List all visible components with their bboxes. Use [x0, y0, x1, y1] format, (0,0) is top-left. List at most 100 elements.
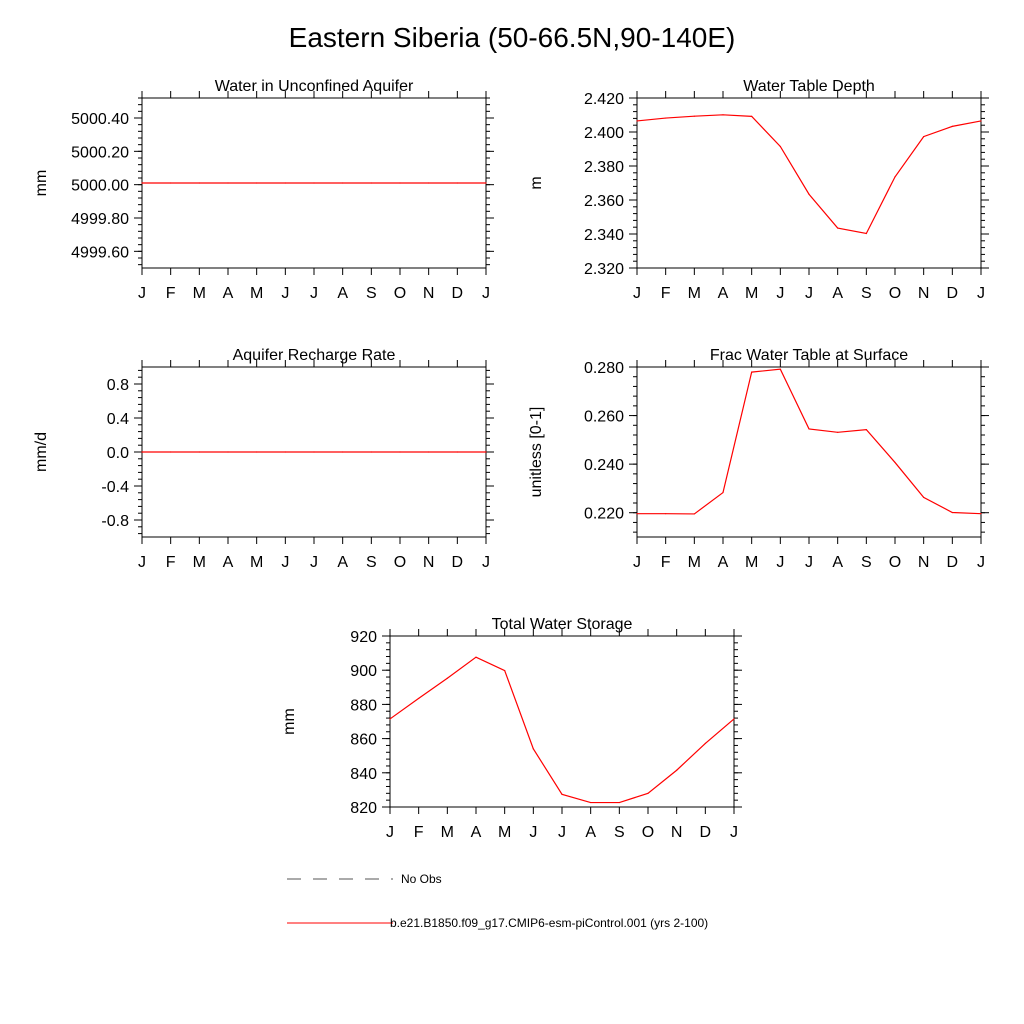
legend: No Obs b.e21.B1850.f09_g17.CMIP6-esm-piC…	[287, 872, 708, 930]
plot-frame	[636, 366, 982, 538]
x-tick-label: D	[452, 554, 464, 571]
x-tick-label: S	[366, 285, 377, 302]
x-tick-label: F	[661, 285, 671, 302]
x-tick-label: A	[718, 285, 729, 302]
x-tick-label: N	[918, 554, 930, 571]
legend-model-label: b.e21.B1850.f09_g17.CMIP6-esm-piControl.…	[390, 916, 708, 930]
y-tick-label: 5000.20	[71, 144, 129, 161]
x-tick-label: N	[423, 554, 435, 571]
x-tick-label: A	[471, 824, 482, 841]
x-tick-label: N	[918, 285, 930, 302]
data-point	[751, 115, 753, 117]
chart-title: Water Table Depth	[743, 78, 875, 95]
series-line-model	[389, 656, 735, 804]
data-point	[808, 193, 810, 195]
x-tick-label: J	[310, 285, 318, 302]
data-point	[676, 769, 678, 771]
data-point	[227, 451, 229, 453]
data-point	[647, 792, 649, 794]
chart-title: Total Water Storage	[492, 616, 633, 633]
x-tick-label: A	[337, 554, 348, 571]
data-point	[141, 451, 143, 453]
y-tick-label: 0.280	[584, 360, 624, 377]
data-point	[284, 182, 286, 184]
y-tick-label: 2.320	[584, 261, 624, 278]
x-tick-label: J	[386, 824, 394, 841]
y-tick-label: 2.340	[584, 227, 624, 244]
data-point	[198, 182, 200, 184]
data-point	[837, 431, 839, 433]
data-point	[561, 793, 563, 795]
x-tick-label: O	[642, 824, 654, 841]
data-point	[665, 513, 667, 515]
y-axis-label: m	[528, 176, 545, 189]
x-tick-label: A	[223, 554, 234, 571]
x-tick-label: J	[138, 285, 146, 302]
y-tick-label: 840	[350, 766, 377, 783]
data-point	[636, 513, 638, 515]
x-tick-label: J	[776, 554, 784, 571]
y-axis-label: mm	[281, 708, 298, 735]
data-point	[170, 451, 172, 453]
data-point	[693, 115, 695, 117]
x-tick-label: M	[498, 824, 511, 841]
data-point	[808, 428, 810, 430]
series-line-model	[637, 368, 982, 515]
data-point	[170, 182, 172, 184]
data-point	[618, 801, 620, 804]
x-tick-label: F	[166, 285, 176, 302]
data-point	[951, 511, 953, 514]
data-point	[980, 513, 982, 515]
x-tick-label: J	[805, 285, 813, 302]
data-point	[389, 718, 391, 720]
y-tick-label: 860	[350, 732, 377, 749]
x-tick-label: O	[394, 285, 406, 302]
x-tick-label: J	[281, 554, 289, 571]
data-point	[342, 451, 344, 453]
y-tick-label: 4999.60	[71, 244, 129, 261]
data-point	[456, 451, 458, 453]
x-tick-label: F	[166, 554, 176, 571]
data-point	[485, 182, 487, 184]
y-axis-label: unitless [0-1]	[528, 407, 545, 498]
x-tick-label: D	[947, 554, 959, 571]
data-point	[256, 451, 258, 453]
y-tick-label: 0.8	[107, 377, 129, 394]
data-point	[418, 697, 420, 700]
data-point	[198, 451, 200, 453]
data-point	[370, 451, 372, 453]
x-tick-label: M	[193, 285, 206, 302]
x-tick-label: A	[223, 285, 234, 302]
x-tick-label: F	[661, 554, 671, 571]
x-tick-label: M	[688, 285, 701, 302]
figure-title: Eastern Siberia (50-66.5N,90-140E)	[288, 22, 736, 53]
x-tick-label: M	[745, 285, 758, 302]
x-tick-label: J	[310, 554, 318, 571]
x-tick-label: O	[889, 554, 901, 571]
x-tick-label: A	[718, 554, 729, 571]
y-tick-label: 880	[350, 697, 377, 714]
data-point	[446, 677, 448, 679]
data-point	[532, 748, 534, 750]
x-tick-label: J	[805, 554, 813, 571]
x-tick-label: J	[482, 554, 490, 571]
data-point	[313, 451, 315, 453]
x-tick-label: J	[529, 824, 537, 841]
data-point	[399, 182, 401, 184]
data-point	[980, 120, 982, 122]
data-point	[865, 429, 867, 431]
data-point	[951, 125, 953, 127]
data-point	[894, 176, 896, 178]
x-tick-label: S	[614, 824, 625, 841]
data-point	[704, 742, 706, 744]
data-point	[256, 182, 258, 184]
x-tick-label: J	[977, 554, 985, 571]
x-tick-label: M	[688, 554, 701, 571]
data-point	[141, 182, 143, 184]
data-point	[722, 491, 724, 494]
data-point	[923, 496, 925, 499]
legend-obs-label: No Obs	[401, 872, 442, 886]
chart-title: Frac Water Table at Surface	[710, 347, 908, 364]
x-tick-label: M	[250, 285, 263, 302]
